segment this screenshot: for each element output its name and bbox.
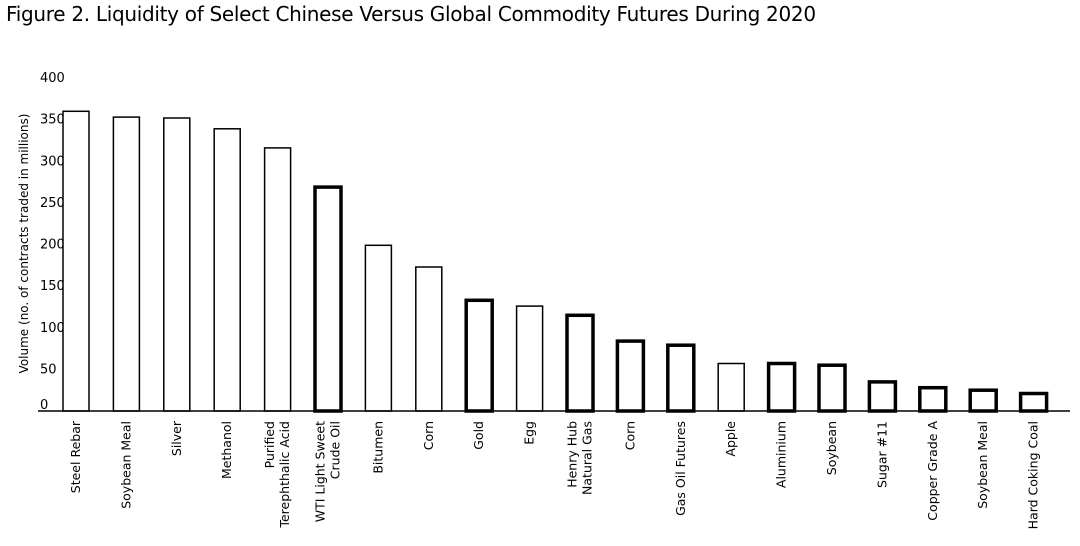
x-tick-label: Copper Grade A — [925, 421, 940, 521]
bar — [415, 266, 443, 412]
x-tick-label: Methanol — [219, 421, 234, 479]
bar — [213, 128, 241, 412]
x-tick-label: Crude Oil — [328, 421, 343, 479]
x-tick-label: Purified — [262, 421, 277, 468]
y-tick-label: 100 — [40, 321, 65, 336]
bar — [717, 362, 745, 412]
x-tick-label: Hard Coking Coal — [1026, 421, 1041, 529]
y-axis-label: Volume (no. of contracts traded in milli… — [17, 114, 31, 374]
x-tick-label: WTI Light Sweet — [313, 421, 328, 522]
bar — [968, 388, 998, 413]
bar — [163, 117, 191, 412]
bar — [1018, 391, 1049, 413]
y-tick-label: 150 — [40, 279, 65, 294]
bar — [766, 361, 797, 413]
x-tick-label: Gold — [471, 421, 486, 450]
bar — [565, 313, 595, 413]
x-tick-label: Silver — [169, 420, 184, 456]
x-tick-label: Apple — [723, 421, 738, 457]
bar — [817, 363, 847, 413]
chart-title: Figure 2. Liquidity of Select Chinese Ve… — [6, 2, 816, 26]
y-tick-label: 200 — [40, 238, 65, 253]
x-tick-label: Corn — [421, 421, 436, 450]
x-tick-label: Sugar #11 — [874, 421, 889, 488]
x-tick-label: Steel Rebar — [68, 420, 83, 493]
bar — [62, 110, 90, 412]
bar — [615, 339, 646, 413]
x-tick-label: Aluminium — [774, 421, 789, 488]
x-tick-label: Terephthalic Acid — [277, 421, 292, 529]
bar — [666, 343, 696, 413]
x-tick-label: Corn — [622, 421, 637, 450]
x-tick-label: Soybean — [824, 421, 839, 475]
x-tick-label: Soybean Meal — [118, 421, 133, 509]
bar — [112, 116, 141, 412]
y-tick-label: 300 — [40, 154, 65, 169]
y-tick-label: 400 — [40, 71, 65, 86]
x-tick-label: Bitumen — [370, 421, 385, 474]
bar — [918, 385, 948, 413]
y-tick-label: 350 — [40, 113, 65, 128]
bar — [263, 147, 292, 412]
bar — [464, 298, 494, 413]
y-tick-label: 50 — [40, 362, 57, 377]
bar — [867, 380, 898, 413]
x-tick-label: Gas Oil Futures — [673, 421, 688, 516]
x-tick-label: Natural Gas — [580, 421, 595, 495]
y-tick-label: 0 — [40, 398, 48, 413]
y-tick-label: 250 — [40, 196, 65, 211]
x-tick-label: Egg — [522, 421, 537, 445]
x-tick-label: Soybean Meal — [975, 421, 990, 509]
bar — [313, 185, 343, 413]
bar — [364, 244, 393, 412]
x-tick-label: Henry Hub — [565, 421, 580, 488]
bar — [515, 305, 544, 412]
